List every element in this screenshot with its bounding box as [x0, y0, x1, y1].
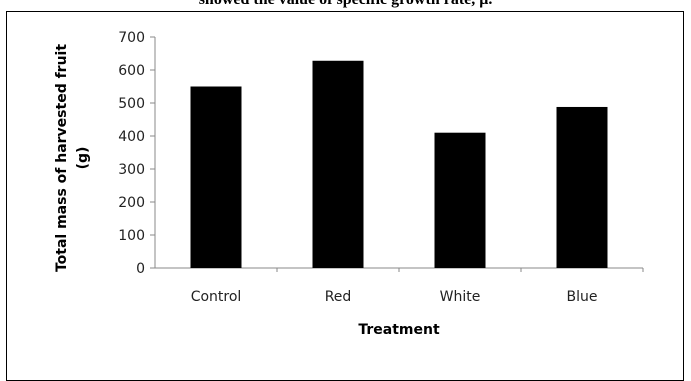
y-tick-label: 500 — [118, 96, 145, 112]
y-axis-title-line-1: Total mass of harvested fruit — [54, 44, 70, 272]
y-axis-title: Total mass of harvested fruit (g) — [54, 44, 91, 272]
x-tick-label-control: Control — [191, 289, 242, 305]
y-tick-label: 300 — [118, 162, 145, 178]
x-tick-label-red: Red — [325, 289, 352, 305]
caption-fragment: showed the value of specific growth rate… — [0, 0, 691, 9]
y-axis-title-line-2: (g) — [75, 147, 91, 170]
x-axis-title: Treatment — [358, 322, 440, 338]
y-tick-label: 700 — [118, 30, 145, 46]
x-tick-label-blue: Blue — [567, 289, 598, 305]
y-tick-label: 100 — [118, 228, 145, 244]
bar-blue — [556, 106, 608, 269]
bar-chart: Total mass of harvested fruit (g) 0 100 20… — [54, 30, 644, 338]
y-tick-label: 400 — [118, 129, 145, 145]
bar-white — [434, 132, 486, 268]
y-tick-label: 600 — [118, 63, 145, 79]
y-tick-label: 0 — [136, 261, 145, 277]
y-tick-label: 200 — [118, 195, 145, 211]
bar-red — [312, 60, 364, 269]
bar-control — [190, 86, 242, 268]
x-tick-label-white: White — [440, 289, 481, 305]
